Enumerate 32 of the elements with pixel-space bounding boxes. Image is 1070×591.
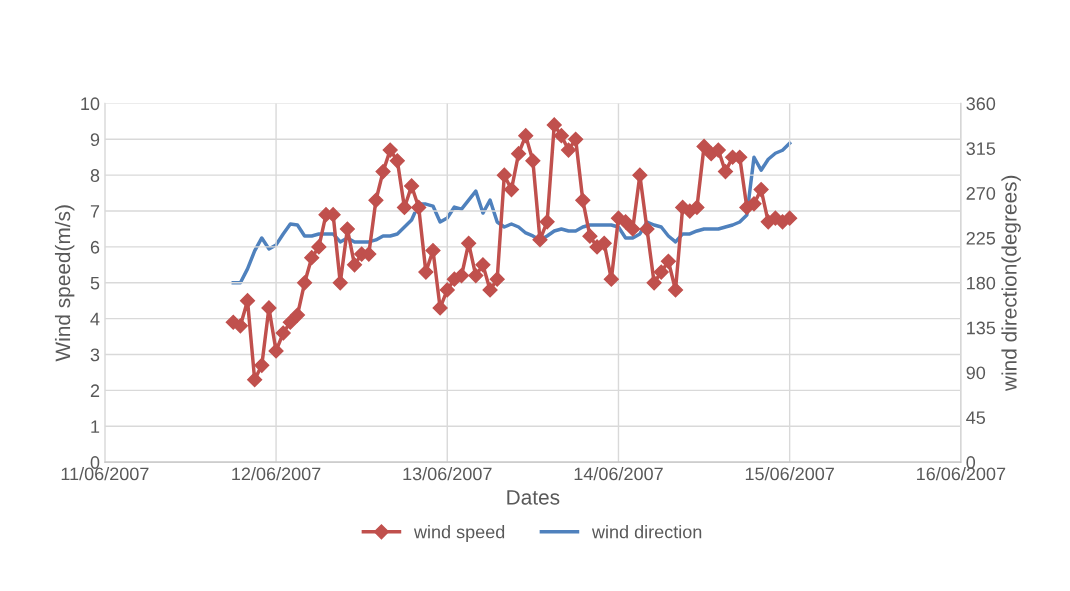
y-tick-label: 0 — [90, 456, 100, 469]
y2-tick-label: 90 — [966, 366, 986, 380]
y2-axis-title: wind direction(degrees) — [1001, 175, 1021, 392]
y-tick-label: 4 — [90, 312, 100, 326]
x-tick-label: 13/06/2007 — [403, 467, 492, 481]
y-tick-label: 9 — [90, 133, 100, 147]
legend-label: wind speed — [413, 525, 505, 542]
y-tick-label: 6 — [90, 240, 100, 254]
y-tick-label: 7 — [90, 205, 100, 218]
y2-tick-label: 270 — [966, 187, 996, 200]
y-axis-title: Wind speed(m/s) — [54, 205, 75, 362]
legend-label: wind direction — [591, 525, 702, 539]
y2-tick-label: 135 — [967, 321, 996, 335]
line-series — [231, 141, 792, 285]
y2-tick-label: 315 — [966, 142, 996, 155]
x-tick-label: 15/06/2007 — [745, 467, 834, 481]
x-tick-label: 16/06/2007 — [917, 467, 1006, 481]
y-tick-label: 8 — [90, 169, 100, 182]
y-tick-label: 1 — [91, 420, 100, 433]
y2-tick-label: 360 — [966, 97, 996, 111]
y-tick-label: 10 — [81, 97, 100, 111]
x-tick-label: 14/06/2007 — [574, 467, 663, 481]
x-tick-label: 12/06/2007 — [232, 467, 321, 481]
y-tick-label: 2 — [90, 384, 100, 397]
y2-tick-label: 180 — [967, 276, 996, 290]
x-tick-label: 11/06/2007 — [61, 467, 149, 481]
y2-tick-label: 225 — [966, 231, 996, 245]
y-tick-label: 3 — [90, 348, 100, 362]
y-tick-label: 5 — [90, 276, 100, 290]
y2-tick-label: 0 — [966, 456, 976, 469]
y2-tick-label: 45 — [966, 411, 986, 425]
x-axis-title: Dates — [507, 490, 560, 505]
